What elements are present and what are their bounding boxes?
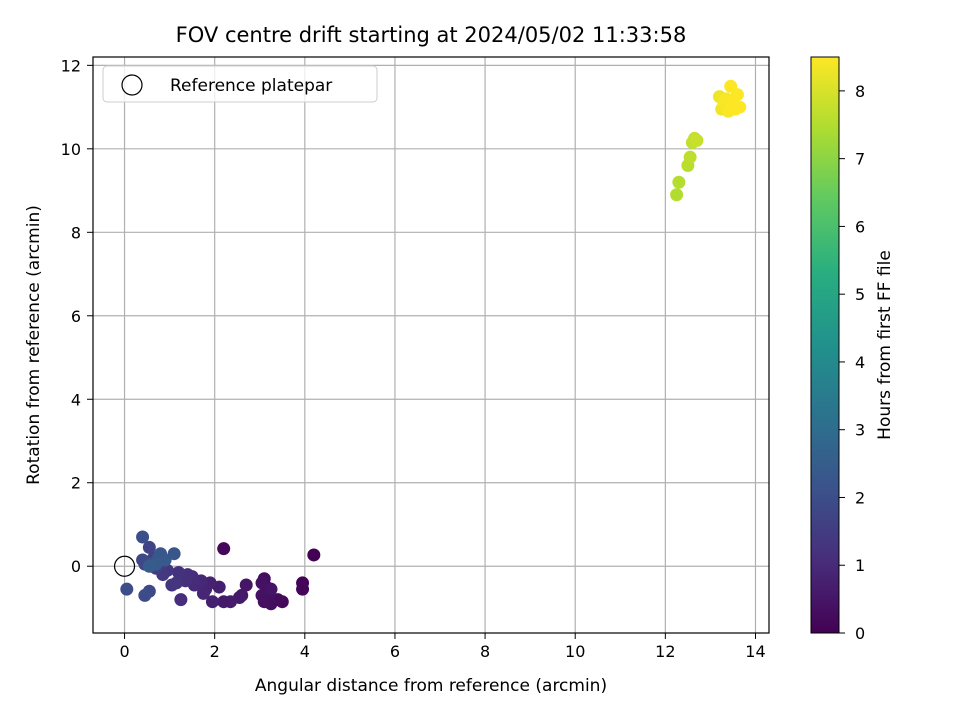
colorbar-gradient — [810, 56, 840, 634]
data-point — [217, 542, 231, 556]
data-point — [733, 100, 747, 114]
y-axis-ticks: 0 2 4 6 8 10 12 — [61, 56, 93, 576]
legend: Reference platepar — [102, 65, 378, 103]
data-point — [217, 595, 231, 609]
colorbar-ticks: 0 1 2 3 4 5 6 7 8 — [839, 82, 865, 643]
x-tick-label: 6 — [390, 642, 400, 661]
data-points — [120, 79, 747, 611]
data-point — [142, 540, 156, 554]
data-point — [165, 578, 179, 592]
y-tick-label: 8 — [71, 223, 81, 242]
data-point — [255, 588, 269, 602]
data-point — [307, 548, 321, 562]
data-point — [120, 582, 134, 596]
colorbar-tick-label: 3 — [855, 421, 865, 440]
data-point — [255, 576, 269, 590]
plot-frame — [92, 56, 770, 634]
y-tick-label: 4 — [71, 390, 81, 409]
y-tick-label: 12 — [61, 56, 81, 75]
data-point — [264, 582, 278, 596]
y-axis-label: Rotation from reference (arcmin) — [24, 205, 44, 485]
x-tick-label: 4 — [300, 642, 310, 661]
colorbar-label: Hours from first FF file — [875, 250, 895, 440]
data-point — [239, 578, 253, 592]
reference-platepar-marker — [113, 555, 136, 577]
x-tick-label: 2 — [210, 642, 220, 661]
data-point — [136, 530, 150, 544]
data-point — [690, 133, 704, 147]
y-tick-label: 0 — [71, 557, 81, 576]
colorbar-tick-label: 5 — [855, 285, 865, 304]
colorbar-tick-label: 7 — [855, 150, 865, 169]
x-tick-label: 8 — [480, 642, 490, 661]
data-point — [174, 593, 188, 607]
x-axis-ticks: 0 2 4 6 8 10 12 14 — [119, 633, 766, 661]
x-tick-label: 0 — [119, 642, 129, 661]
y-tick-label: 10 — [61, 140, 81, 159]
x-tick-label: 12 — [655, 642, 675, 661]
colorbar-tick-label: 4 — [855, 353, 865, 372]
chart-title: FOV centre drift starting at 2024/05/02 … — [176, 23, 687, 47]
x-tick-label: 10 — [565, 642, 585, 661]
colorbar-tick-label: 0 — [855, 624, 865, 643]
data-point — [672, 175, 686, 189]
y-tick-label: 6 — [71, 307, 81, 326]
colorbar-tick-label: 1 — [855, 556, 865, 575]
data-point — [138, 588, 152, 602]
data-point — [167, 547, 181, 561]
legend-box — [102, 65, 378, 103]
data-point — [205, 595, 219, 609]
data-point — [196, 586, 210, 600]
x-tick-label: 14 — [745, 642, 765, 661]
data-point — [142, 559, 156, 573]
x-axis-label: Angular distance from reference (arcmin) — [255, 676, 607, 696]
data-point — [296, 582, 310, 596]
colorbar: 0 1 2 3 4 5 6 7 8 Hours from first FF file — [810, 56, 895, 643]
data-point — [683, 150, 697, 164]
legend-marker-reference-icon — [121, 74, 143, 96]
grid-lines — [93, 57, 769, 633]
legend-entry-reference: Reference platepar — [170, 76, 332, 96]
data-point — [172, 565, 186, 579]
data-point — [670, 188, 684, 202]
data-point — [730, 88, 744, 102]
colorbar-tick-label: 8 — [855, 82, 865, 101]
y-tick-label: 2 — [71, 474, 81, 493]
colorbar-tick-label: 2 — [855, 488, 865, 507]
colorbar-tick-label: 6 — [855, 217, 865, 236]
